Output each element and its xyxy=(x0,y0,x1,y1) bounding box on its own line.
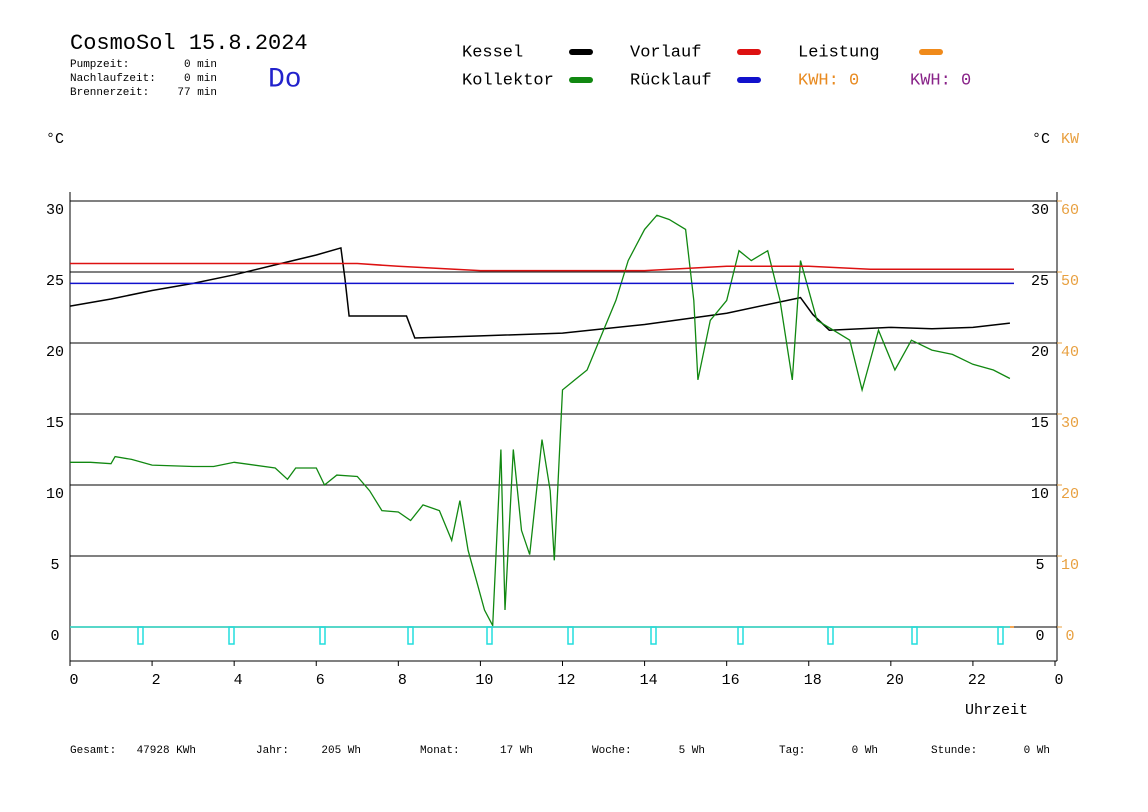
x-tick-label: 6 xyxy=(316,672,325,689)
pump-pulse xyxy=(737,626,744,645)
y-right-tick-label: 25 xyxy=(1031,273,1049,290)
y2-tick-label: 40 xyxy=(1061,344,1079,361)
legend-label: Rücklauf xyxy=(630,71,712,90)
pump-pulse xyxy=(137,626,144,645)
x-tick-label: 8 xyxy=(398,672,407,689)
x-tick-label: 22 xyxy=(968,672,986,689)
pump-pulse xyxy=(486,626,493,645)
stat-label: Gesamt: xyxy=(70,745,116,757)
info-value: 0 min xyxy=(184,59,217,71)
y-tick-label: 30 xyxy=(46,202,64,219)
legend-label: Leistung xyxy=(798,43,880,62)
y-right-tick-label: 10 xyxy=(1031,486,1049,503)
x-tick-label: 0 xyxy=(69,672,78,689)
y-tick-label: 20 xyxy=(46,344,64,361)
info-label: Nachlaufzeit: xyxy=(70,73,156,85)
kwh-label: KWH: 0 xyxy=(910,71,971,90)
y-right-tick-label: 20 xyxy=(1031,344,1049,361)
pump-pulse xyxy=(650,626,657,645)
info-value: 77 min xyxy=(177,87,217,99)
x-tick-label: 20 xyxy=(886,672,904,689)
y-right-tick-label: 30 xyxy=(1031,202,1049,219)
legend-label: Vorlauf xyxy=(630,43,701,62)
y2-tick-label: 20 xyxy=(1061,486,1079,503)
y2-unit: KW xyxy=(1061,131,1079,148)
stat-value: 5 Wh xyxy=(679,745,705,757)
x-tick-label: 18 xyxy=(804,672,822,689)
stat-label: Monat: xyxy=(420,745,460,757)
x-tick-label: 10 xyxy=(475,672,493,689)
stat-value: 205 Wh xyxy=(321,745,361,757)
info-label: Pumpzeit: xyxy=(70,59,129,71)
y2-tick-label: 0 xyxy=(1065,628,1074,645)
series-line xyxy=(69,246,1010,339)
stat-value: 17 Wh xyxy=(500,745,533,757)
pump-pulse xyxy=(407,626,414,645)
y2-tick-label: 50 xyxy=(1061,273,1079,290)
stat-label: Stunde: xyxy=(931,745,977,757)
legend-label: Kollektor xyxy=(462,71,554,90)
info-value: 0 min xyxy=(184,73,217,85)
x-tick-label: 16 xyxy=(722,672,740,689)
y2-tick-label: 60 xyxy=(1061,202,1079,219)
pump-pulse xyxy=(228,626,235,645)
kwh-label: KWH: 0 xyxy=(798,71,859,90)
x-axis-label: Uhrzeit xyxy=(965,702,1028,719)
info-label: Brennerzeit: xyxy=(70,87,149,99)
y2-axis-label: °C xyxy=(1032,131,1050,148)
x-tick-label: 4 xyxy=(234,672,243,689)
pump-pulse xyxy=(567,626,574,645)
pump-pulse xyxy=(997,626,1004,645)
pump-pulse xyxy=(319,626,326,645)
legend-label: Kessel xyxy=(462,43,523,62)
y-tick-label: 25 xyxy=(46,273,64,290)
stat-value: 47928 KWh xyxy=(137,745,196,757)
pump-pulse xyxy=(827,626,834,645)
stat-label: Woche: xyxy=(592,745,632,757)
chart-title: CosmoSol 15.8.2024 xyxy=(70,31,308,56)
y-tick-label: 15 xyxy=(46,415,64,432)
stat-value: 0 Wh xyxy=(852,745,878,757)
stat-value: 0 Wh xyxy=(1024,745,1050,757)
x-tick-label: 12 xyxy=(557,672,575,689)
x-tick-label: 14 xyxy=(640,672,658,689)
stat-label: Tag: xyxy=(779,745,805,757)
y-tick-label: 5 xyxy=(50,557,59,574)
pump-signal xyxy=(70,626,1010,645)
series-line xyxy=(70,262,1014,272)
series-line xyxy=(70,214,1011,629)
x-tick-label: 2 xyxy=(152,672,161,689)
y-right-tick-label: 0 xyxy=(1035,628,1044,645)
pump-pulse xyxy=(911,626,918,645)
weekday: Do xyxy=(268,64,302,95)
y2-tick-label: 10 xyxy=(1061,557,1079,574)
x-tick-label: 0 xyxy=(1054,672,1063,689)
y-right-tick-label: 5 xyxy=(1035,557,1044,574)
y-tick-label: 10 xyxy=(46,486,64,503)
y-axis-label: °C xyxy=(46,131,64,148)
y2-tick-label: 30 xyxy=(1061,415,1079,432)
y-right-tick-label: 15 xyxy=(1031,415,1049,432)
stat-label: Jahr: xyxy=(256,745,289,757)
y-tick-label: 0 xyxy=(50,628,59,645)
